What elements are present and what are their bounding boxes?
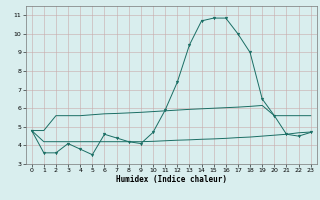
X-axis label: Humidex (Indice chaleur): Humidex (Indice chaleur) <box>116 175 227 184</box>
